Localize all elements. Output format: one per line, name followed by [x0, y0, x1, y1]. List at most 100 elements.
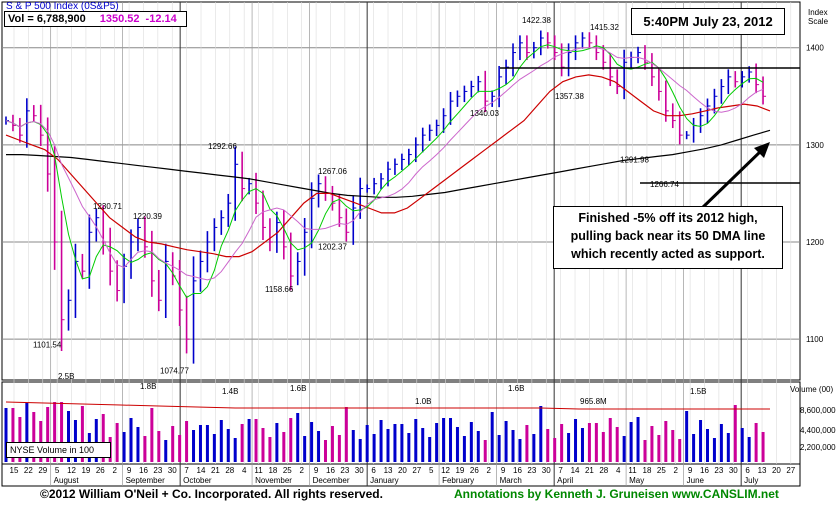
volume-bar	[129, 418, 133, 462]
volume-bar	[4, 408, 8, 462]
month-label: September	[126, 476, 165, 485]
volume-bar	[754, 423, 758, 462]
x-tick-label: 16	[326, 466, 335, 475]
annotation-line-2: pulling back near its 50 DMA line	[570, 229, 766, 243]
volume-bar	[240, 424, 244, 462]
scale-label-1: Index	[808, 8, 828, 17]
volume-bar	[525, 425, 529, 462]
volume-bar	[601, 432, 605, 462]
volume-bar	[289, 418, 293, 462]
volume-bar	[46, 407, 50, 462]
x-tick-label: 11	[628, 466, 637, 475]
volume-bar	[435, 423, 439, 462]
volume-bar	[317, 431, 321, 462]
month-label: July	[744, 476, 758, 485]
ma-21-line	[5, 47, 764, 281]
volume-bar	[726, 433, 730, 462]
month-label: November	[255, 476, 292, 485]
x-tick-label: 16	[139, 466, 148, 475]
volume-annotation: 1.4B	[222, 387, 238, 396]
x-tick-label: 12	[67, 466, 76, 475]
annotation-arrow	[698, 148, 764, 212]
volume-bar	[532, 434, 536, 462]
price-annotation: 1101.54	[33, 341, 62, 350]
volume-bar	[53, 402, 57, 462]
x-tick-label: 12	[441, 466, 450, 475]
x-tick-label: 2	[673, 466, 678, 475]
price-annotation: 1340.03	[470, 109, 499, 118]
y-tick-label-1400: 1400	[806, 44, 824, 53]
scale-label-2: Scale	[808, 17, 829, 26]
last-price: 1350.52	[99, 13, 140, 25]
volume-annotation: 2.5B	[58, 372, 74, 381]
x-tick-label: 9	[314, 466, 319, 475]
volume-bar	[268, 437, 272, 462]
x-tick-label: 7	[558, 466, 563, 475]
volume-bar	[115, 423, 119, 462]
volume-bar	[553, 438, 557, 462]
volume-bar	[32, 412, 36, 462]
volume-tick-3: 2,200,000	[800, 443, 836, 452]
volume-bar	[275, 423, 279, 462]
chart-title: S & P 500 Index (0S&P5)	[6, 1, 119, 12]
annotation-box: Finished -5% off its 2012 high, pulling …	[553, 206, 783, 269]
x-tick-label: 9	[501, 466, 506, 475]
volume-bar	[629, 422, 633, 462]
volume-average-line	[5, 401, 770, 410]
x-tick-label: 4	[242, 466, 247, 475]
volume-bar	[587, 423, 591, 462]
volume-bar	[664, 421, 668, 462]
volume-bar	[421, 428, 425, 462]
x-tick-label: 28	[599, 466, 608, 475]
x-tick-label: 27	[786, 466, 795, 475]
volume-bar	[323, 440, 327, 462]
volume-bar	[296, 413, 300, 462]
volume-bar	[650, 426, 654, 462]
volume-bar	[719, 424, 723, 462]
volume-bar	[546, 429, 550, 462]
x-tick-label: 23	[527, 466, 536, 475]
price-panel	[1, 1, 801, 381]
month-label: February	[442, 476, 474, 485]
ma-50-line	[5, 74, 771, 258]
timestamp-box: 5:40PM July 23, 2012	[631, 8, 785, 35]
x-tick-label: 2	[486, 466, 491, 475]
x-tick-label: 14	[197, 466, 206, 475]
volume-bars: 2.5B 1.8B 1.4B 1.6B 1.0B 1.6B 965.8M 1.5B	[4, 372, 770, 462]
x-tick-label: 26	[96, 466, 105, 475]
month-label: April	[557, 476, 573, 485]
volume-bar	[25, 403, 29, 462]
volume-annotation: 1.5B	[690, 387, 706, 396]
volume-bar	[740, 428, 744, 462]
x-tick-label: 6	[371, 466, 376, 475]
x-tick-label: 20	[772, 466, 781, 475]
x-tick-label: 30	[729, 466, 738, 475]
volume-bar	[733, 405, 737, 462]
volume-bar	[497, 435, 501, 462]
volume-bar	[205, 425, 209, 462]
x-tick-label: 30	[168, 466, 177, 475]
price-annotation: 1074.77	[160, 367, 189, 376]
x-tick-label: 19	[455, 466, 464, 475]
volume-bar	[574, 419, 578, 462]
x-tick-label: 9	[688, 466, 693, 475]
x-tick-label: 5	[55, 466, 60, 475]
y-axis-ticks: 1100 1200 1300 1400	[806, 44, 824, 344]
volume-bar	[712, 438, 716, 462]
y-tick-label-1200: 1200	[806, 238, 824, 247]
arrow-head	[754, 142, 770, 158]
price-annotation: 1202.37	[318, 243, 347, 252]
volume-bar	[80, 406, 84, 462]
x-tick-label: 11	[254, 466, 263, 475]
volume-bar	[671, 430, 675, 462]
volume-value: Vol = 6,788,900	[8, 13, 86, 25]
month-label: October	[183, 476, 212, 485]
volume-bar	[539, 406, 543, 462]
annotation-line-1: Finished -5% off its 2012 high,	[578, 211, 758, 225]
volume-bar	[511, 430, 515, 462]
x-tick-label: 14	[571, 466, 580, 475]
volume-bar	[372, 434, 376, 462]
volume-bar	[226, 429, 230, 462]
volume-bar	[254, 419, 258, 462]
volume-bar	[692, 434, 696, 462]
